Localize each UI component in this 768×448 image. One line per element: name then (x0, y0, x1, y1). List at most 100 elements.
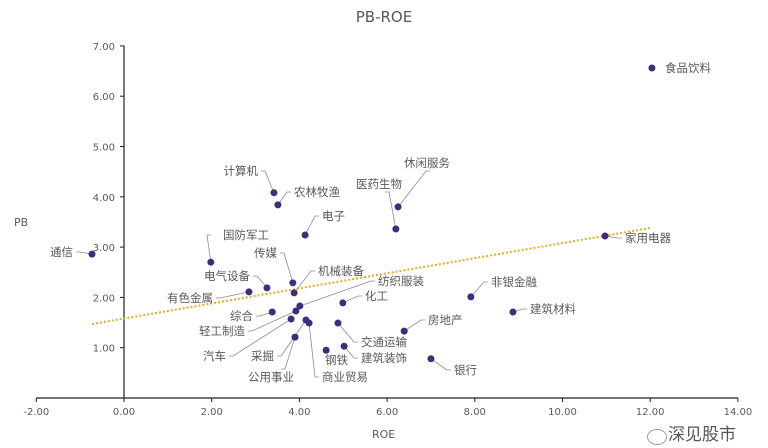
leader-line (76, 251, 93, 255)
data-point (88, 250, 96, 258)
x-tick-label: 10.00 (548, 407, 577, 418)
data-label: 食品饮料 (665, 61, 711, 75)
leader-line (604, 235, 622, 239)
data-point (334, 319, 342, 327)
data-point (339, 299, 347, 307)
leader-line (206, 234, 212, 263)
leader-line (304, 215, 319, 236)
y-tick-label: 4.00 (93, 193, 115, 204)
data-point (400, 327, 408, 335)
data-point (289, 279, 297, 287)
data-point (292, 307, 300, 315)
data-point (392, 225, 400, 233)
data-point (340, 342, 348, 350)
data-label: 机械装备 (318, 264, 364, 278)
data-label: 纺织服装 (378, 274, 424, 288)
y-tick-label: 6.00 (93, 92, 115, 103)
data-point (467, 293, 475, 301)
leader-line (229, 318, 292, 357)
data-label: 建筑装饰 (361, 351, 407, 365)
leader-line (281, 337, 296, 370)
data-label: 传媒 (254, 246, 277, 260)
watermark: 深见股市 (668, 425, 736, 445)
data-label: 建筑材料 (530, 302, 576, 316)
x-tick-label: 0.00 (113, 407, 135, 418)
leader-line (385, 191, 397, 230)
y-tick-label: 3.00 (93, 243, 115, 254)
data-point (509, 308, 517, 316)
x-tick-label: 4.00 (288, 407, 310, 418)
data-point (394, 203, 402, 211)
data-point (648, 64, 656, 72)
y-tick-label: 5.00 (93, 143, 115, 154)
data-label: 通信 (50, 245, 73, 259)
data-label: 化工 (365, 289, 388, 303)
y-tick-label: 1.00 (93, 344, 115, 355)
data-point (207, 258, 215, 266)
data-label: 国防军工 (223, 228, 269, 242)
y-tick-label: 2.00 (93, 293, 115, 304)
leader-line (280, 252, 294, 283)
data-point (322, 346, 330, 354)
data-point (301, 231, 309, 239)
leader-line (261, 170, 275, 193)
data-label: 电子 (322, 209, 345, 223)
data-label: 家用电器 (625, 231, 671, 245)
data-label: 钢铁 (325, 353, 348, 367)
leader-line (403, 319, 425, 332)
trendline (91, 227, 651, 326)
x-tick-label: 2.00 (201, 407, 223, 418)
leader-line (470, 281, 488, 298)
data-label: 休闲服务 (404, 156, 450, 170)
leader-line (342, 295, 362, 304)
leader-line (293, 270, 315, 294)
leader-line (430, 358, 451, 371)
data-label: 采掘 (251, 349, 274, 363)
leader-line (256, 311, 273, 317)
data-label: 交通运输 (361, 335, 407, 349)
data-point (291, 333, 299, 341)
leader-line (253, 275, 268, 289)
data-point (427, 355, 435, 363)
x-tick-label: 14.00 (724, 407, 753, 418)
data-point (274, 201, 282, 209)
data-label: 公用事业 (248, 370, 294, 384)
x-tick-label: 12.00 (636, 407, 665, 418)
leader-line (248, 310, 297, 332)
data-label: 商业贸易 (322, 370, 368, 384)
data-label: 银行 (454, 363, 477, 377)
data-label: 非银金融 (491, 275, 537, 289)
data-label: 医药生物 (356, 177, 402, 191)
data-point (263, 284, 271, 292)
chart-title: PB-ROE (355, 8, 413, 26)
data-label: 电气设备 (204, 269, 250, 283)
leader-line (337, 322, 358, 343)
data-point (305, 319, 313, 327)
leader-line (397, 170, 430, 208)
x-tick-label: 6.00 (376, 407, 398, 418)
leader-line (277, 319, 307, 357)
y-tick-label: 7.00 (93, 42, 115, 53)
data-point (287, 315, 295, 323)
leader-line (308, 323, 319, 378)
data-label: 房地产 (428, 313, 463, 327)
x-tick-label: -2.00 (23, 407, 49, 418)
data-point (270, 189, 278, 197)
data-label: 轻工制造 (199, 324, 245, 338)
leader-line (216, 291, 250, 299)
data-point (245, 288, 253, 296)
data-label: 汽车 (203, 349, 226, 363)
data-label: 农林牧渔 (294, 185, 340, 199)
data-point (268, 308, 276, 316)
data-point (290, 289, 298, 297)
leader-line (277, 191, 291, 206)
data-point (296, 302, 304, 310)
wechat-icon (647, 429, 667, 445)
y-axis-label: PB (14, 216, 29, 229)
data-point (601, 232, 609, 240)
data-label: 综合 (230, 309, 253, 323)
data-label: 有色金属 (167, 291, 213, 305)
x-tick-label: 8.00 (464, 407, 486, 418)
leader-line (343, 345, 358, 359)
